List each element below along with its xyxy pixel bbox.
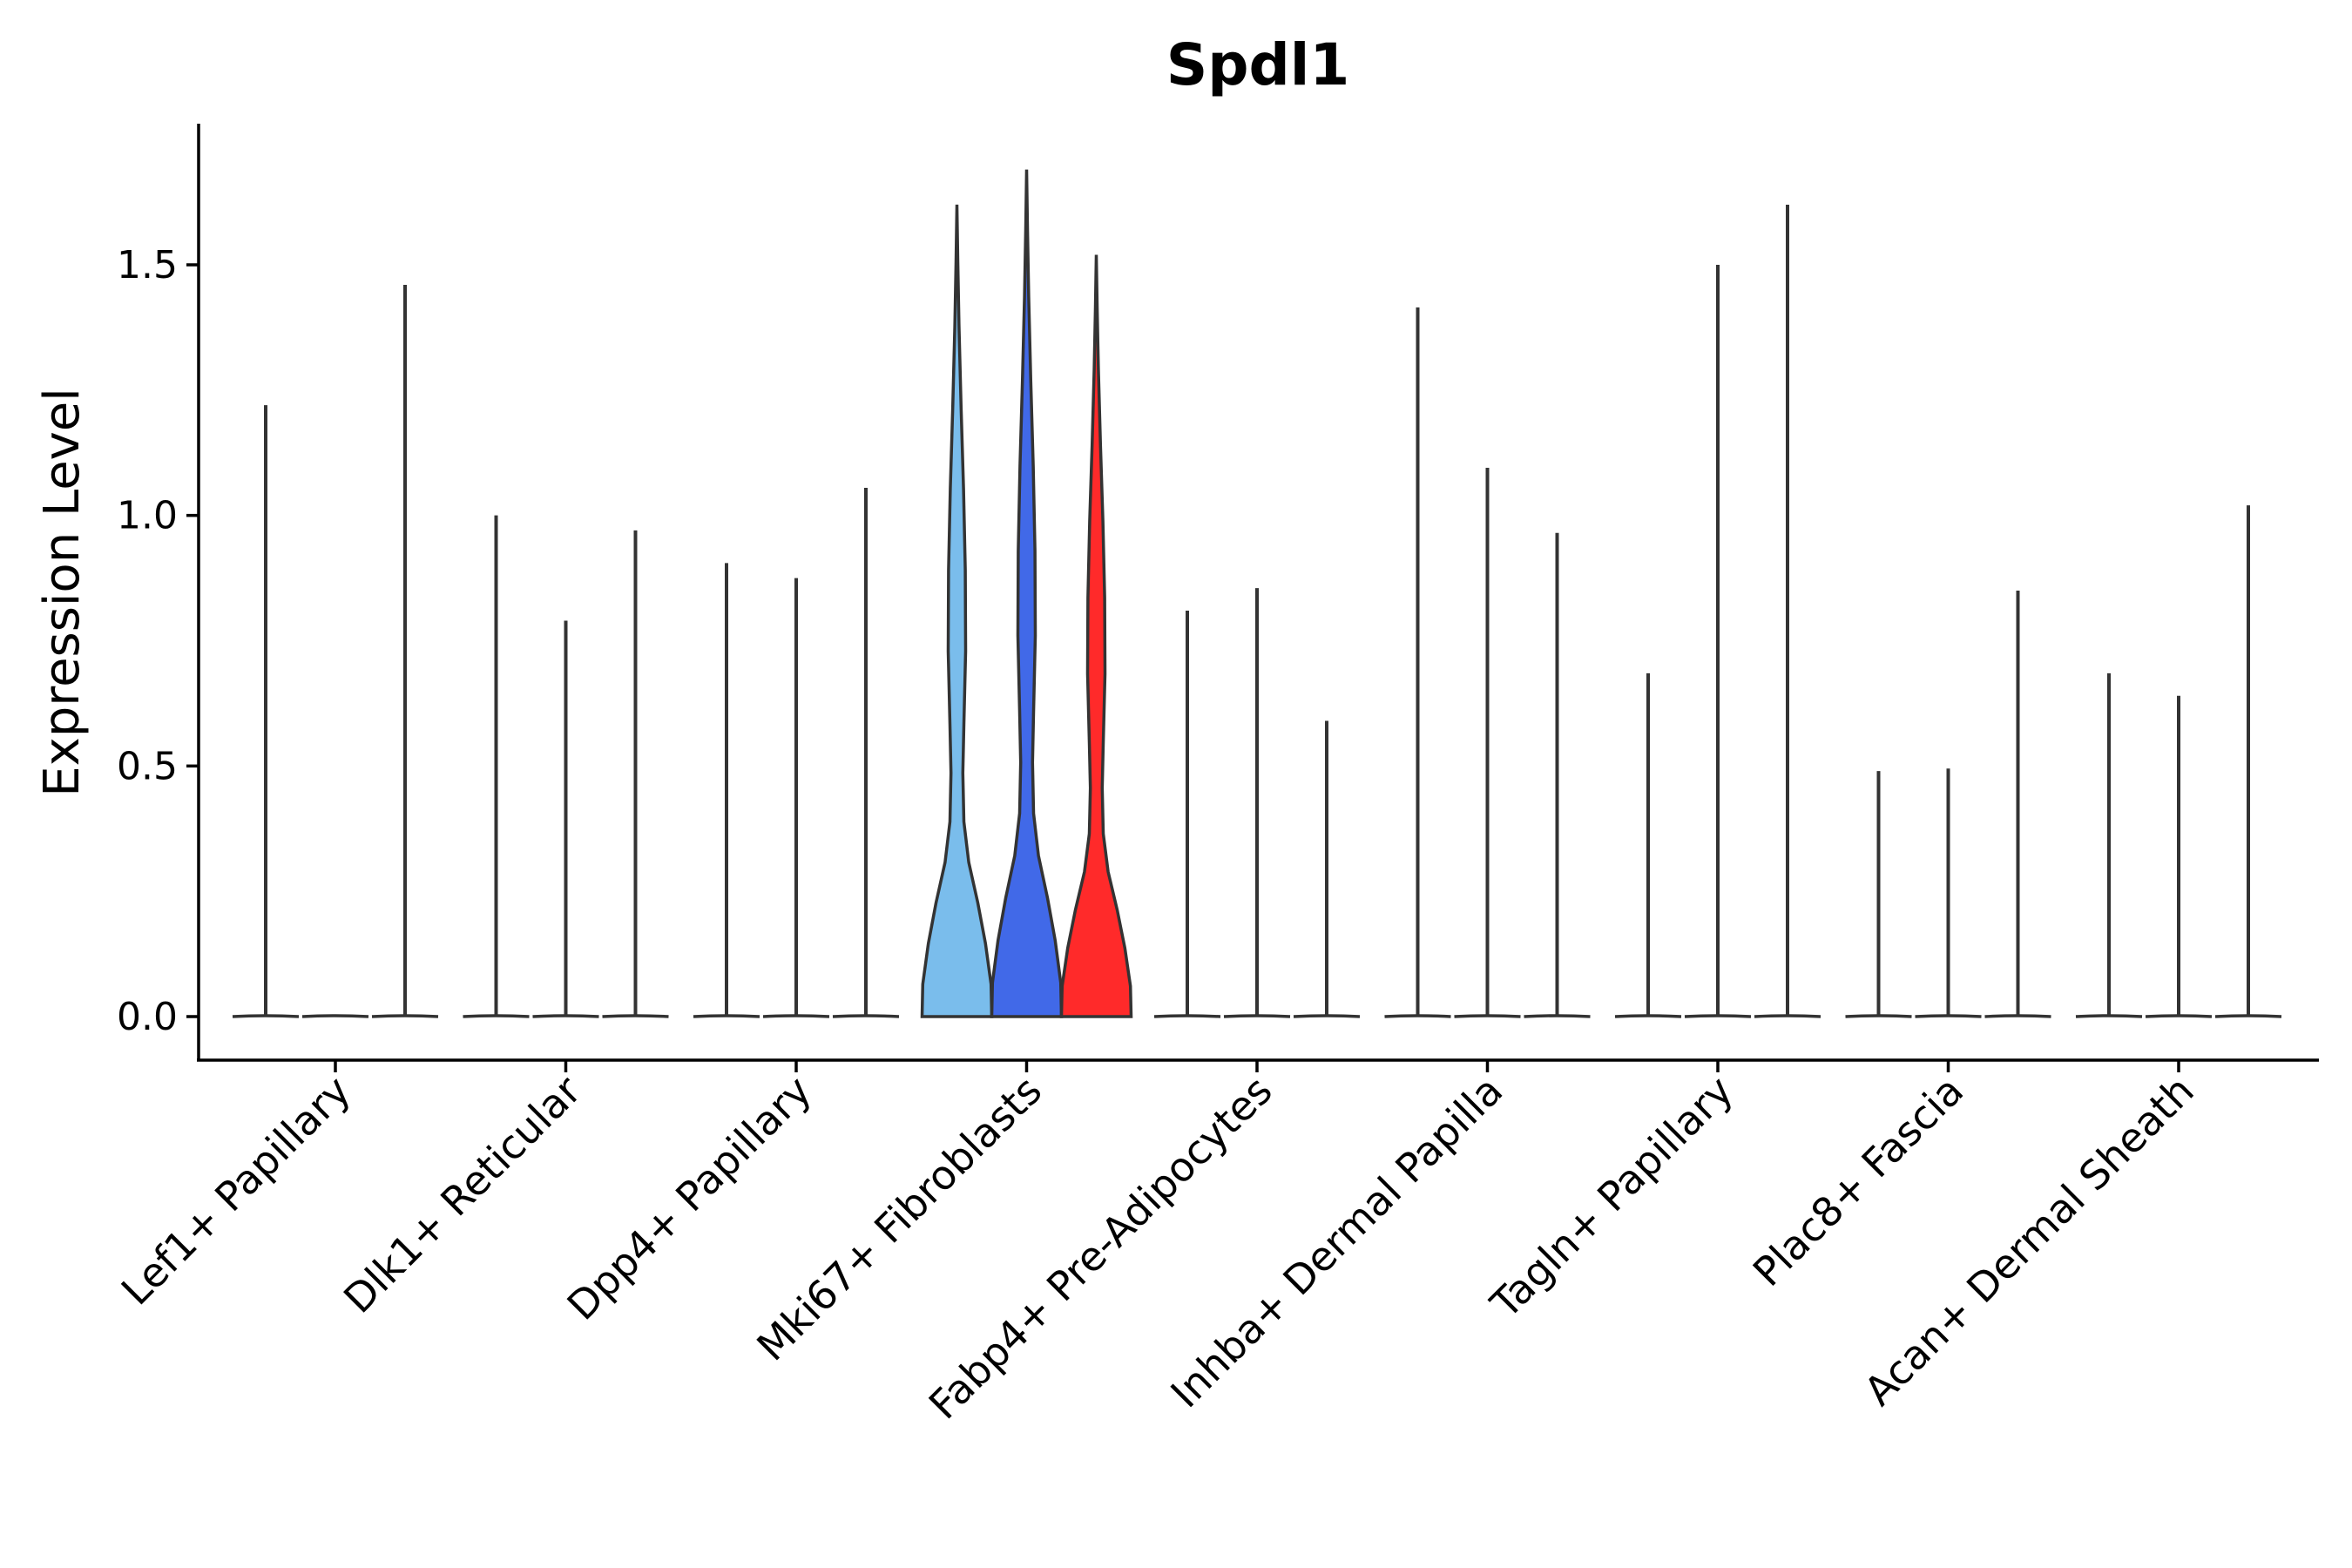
y-tick-label: 0.5 (117, 744, 178, 788)
x-tick-label: Plac8+ Fascia (1744, 1067, 1972, 1295)
y-tick-label: 0.0 (117, 995, 178, 1039)
violin-body (920, 204, 994, 1018)
x-tick-label: Dpp4+ Papillary (558, 1067, 821, 1329)
violin-body (1059, 254, 1133, 1018)
x-tick-label: Lef1+ Papillary (112, 1067, 360, 1315)
y-axis-label: Expression Level (34, 388, 91, 797)
violin-baseline (301, 1014, 369, 1018)
y-tick-label: 1.5 (117, 243, 178, 287)
chart-title: Spdl1 (1166, 31, 1350, 98)
x-tick-label: Dlk1+ Reticular (335, 1067, 590, 1322)
x-tick-label: Tagln+ Papillary (1481, 1067, 1742, 1328)
y-tick-label: 1.0 (117, 494, 178, 538)
violin-body (990, 169, 1064, 1018)
